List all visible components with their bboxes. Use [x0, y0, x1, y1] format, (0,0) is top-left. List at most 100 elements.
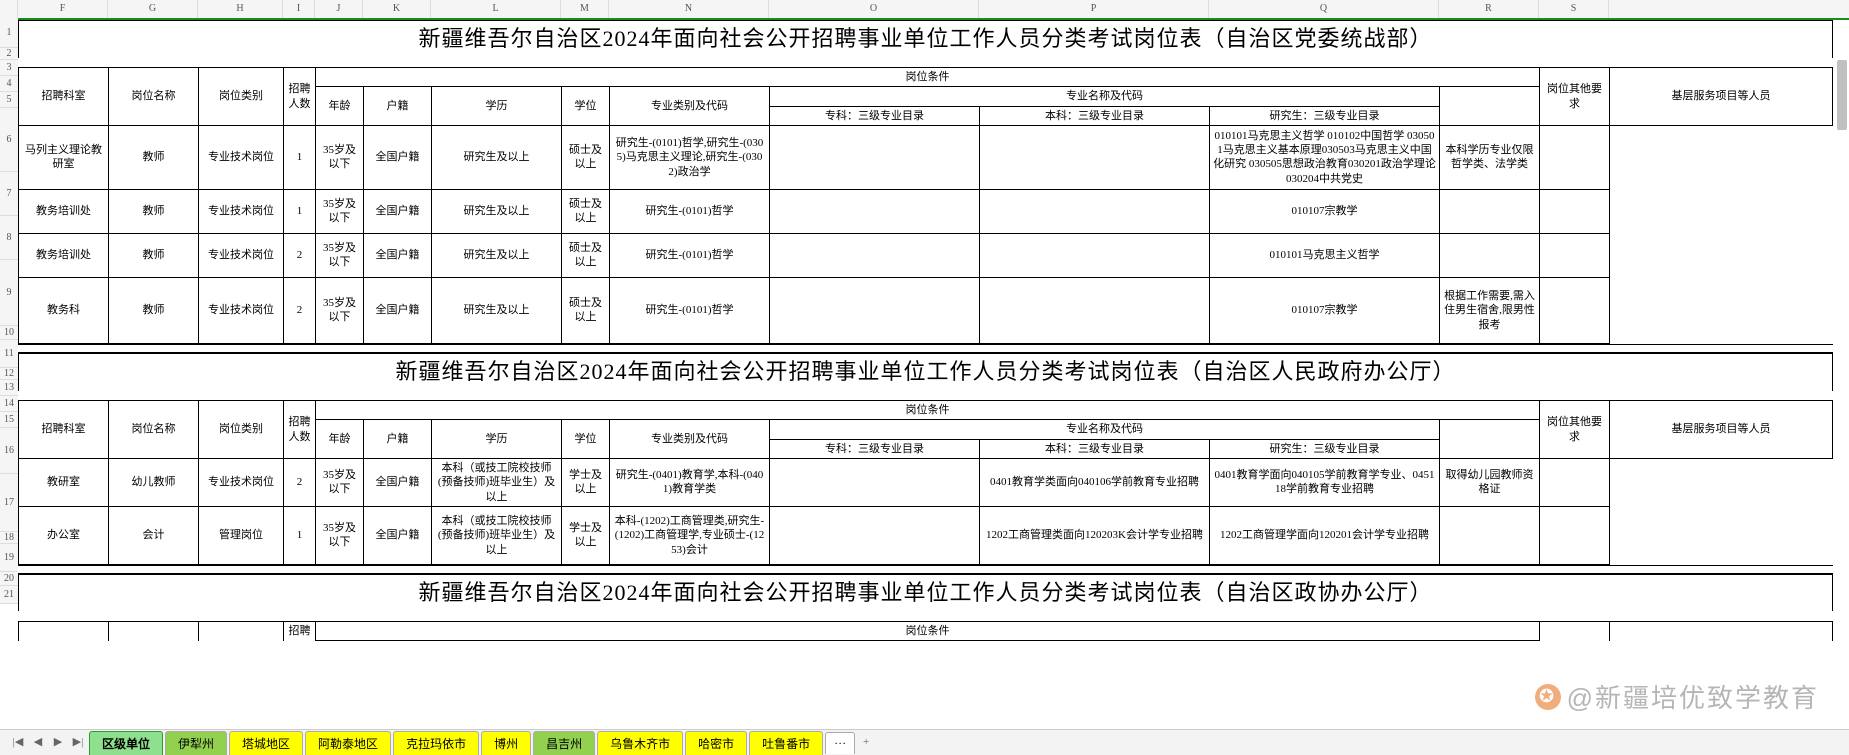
col-header-H[interactable]: H: [198, 0, 283, 18]
row-header-14[interactable]: 14: [0, 396, 18, 412]
col-header-Q[interactable]: Q: [1209, 0, 1439, 18]
cell-major[interactable]: 研究生-(0401)教育学,本科-(0401)教育学类: [610, 458, 770, 506]
col-header-P[interactable]: P: [979, 0, 1209, 18]
cell-degree[interactable]: 学士及以上: [562, 458, 610, 506]
cell-yjs[interactable]: 010101马克思主义哲学 010102中国哲学 030501马克思主义基本原理…: [1210, 125, 1440, 189]
cell-zk[interactable]: [770, 506, 980, 564]
cell-dept[interactable]: 教务培训处: [19, 233, 109, 277]
tab-nav-last[interactable]: ▶|: [69, 734, 87, 752]
cell-bk[interactable]: [980, 125, 1210, 189]
cell-hukou[interactable]: 全国户籍: [364, 277, 432, 343]
cell-degree[interactable]: 硕士及以上: [562, 189, 610, 233]
sheet-tab-塔城地区[interactable]: 塔城地区: [229, 731, 303, 755]
cell-base[interactable]: [1540, 506, 1610, 564]
row-header-21[interactable]: 21: [0, 586, 18, 604]
cell-degree[interactable]: 硕士及以上: [562, 277, 610, 343]
cell-hukou[interactable]: 全国户籍: [364, 189, 432, 233]
cell-dept[interactable]: 教务科: [19, 277, 109, 343]
row-header-11[interactable]: 11: [0, 340, 18, 368]
cell-other[interactable]: [1440, 506, 1540, 564]
col-header-M[interactable]: M: [561, 0, 609, 18]
cell-name[interactable]: 幼儿教师: [109, 458, 199, 506]
cell-num[interactable]: 1: [284, 506, 316, 564]
cell-type[interactable]: 专业技术岗位: [199, 458, 284, 506]
vertical-scrollbar-thumb[interactable]: [1837, 60, 1847, 130]
cell-major[interactable]: 研究生-(0101)哲学,研究生-(0305)马克思主义理论,研究生-(0302…: [610, 125, 770, 189]
cell-name[interactable]: 会计: [109, 506, 199, 564]
col-header-N[interactable]: N: [609, 0, 769, 18]
cell-edu[interactable]: 本科（或技工院校技师(预备技师)班毕业生）及以上: [432, 458, 562, 506]
cell-other[interactable]: [1440, 233, 1540, 277]
col-header-F[interactable]: F: [18, 0, 108, 18]
cell-type[interactable]: 专业技术岗位: [199, 125, 284, 189]
cell-dept[interactable]: 教研室: [19, 458, 109, 506]
cell-name[interactable]: 教师: [109, 189, 199, 233]
sheet-tab-伊犁州[interactable]: 伊犁州: [165, 731, 227, 755]
sheet-tab-昌吉州[interactable]: 昌吉州: [533, 731, 595, 755]
cell-base[interactable]: [1540, 277, 1610, 343]
cell-type[interactable]: 专业技术岗位: [199, 189, 284, 233]
sheet-tab-哈密市[interactable]: 哈密市: [685, 731, 747, 755]
row-header-13[interactable]: 13: [0, 380, 18, 396]
cell-zk[interactable]: [770, 458, 980, 506]
cell-dept[interactable]: 马列主义理论教研室: [19, 125, 109, 189]
tab-nav-next[interactable]: ▶: [49, 734, 67, 752]
cell-age[interactable]: 35岁及以下: [316, 189, 364, 233]
tab-nav-prev[interactable]: ◀: [29, 734, 47, 752]
cell-yjs[interactable]: 0401教育学面向040105学前教育学专业、045118学前教育专业招聘: [1210, 458, 1440, 506]
cell-age[interactable]: 35岁及以下: [316, 458, 364, 506]
cell-yjs[interactable]: 1202工商管理学面向120201会计学专业招聘: [1210, 506, 1440, 564]
cell-zk[interactable]: [770, 233, 980, 277]
cell-name[interactable]: 教师: [109, 233, 199, 277]
cell-edu[interactable]: 本科（或技工院校技师(预备技师)班毕业生）及以上: [432, 506, 562, 564]
row-header-2[interactable]: 2: [0, 48, 18, 60]
row-header-12[interactable]: 12: [0, 368, 18, 380]
sheet-tab-吐鲁番市[interactable]: 吐鲁番市: [749, 731, 823, 755]
cell-edu[interactable]: 研究生及以上: [432, 277, 562, 343]
cell-yjs[interactable]: 010101马克思主义哲学: [1210, 233, 1440, 277]
tab-add[interactable]: +: [857, 734, 875, 752]
row-header-16[interactable]: 16: [0, 428, 18, 474]
cell-type[interactable]: 专业技术岗位: [199, 233, 284, 277]
cell-yjs[interactable]: 010107宗教学: [1210, 277, 1440, 343]
sheet-tab-阿勒泰地区[interactable]: 阿勒泰地区: [305, 731, 391, 755]
cell-zk[interactable]: [770, 277, 980, 343]
cell-bk[interactable]: 0401教育学类面向040106学前教育专业招聘: [980, 458, 1210, 506]
cell-edu[interactable]: 研究生及以上: [432, 125, 562, 189]
sheet-tab-乌鲁木齐市[interactable]: 乌鲁木齐市: [597, 731, 683, 755]
cell-hukou[interactable]: 全国户籍: [364, 233, 432, 277]
cell-yjs[interactable]: 010107宗教学: [1210, 189, 1440, 233]
cell-base[interactable]: [1540, 125, 1610, 189]
row-header-19[interactable]: 19: [0, 544, 18, 572]
row-header-4[interactable]: 4: [0, 76, 18, 92]
col-header-gutter[interactable]: [0, 0, 18, 18]
cell-dept[interactable]: 办公室: [19, 506, 109, 564]
cell-bk[interactable]: 1202工商管理类面向120203K会计学专业招聘: [980, 506, 1210, 564]
col-header-I[interactable]: I: [283, 0, 315, 18]
cell-major[interactable]: 研究生-(0101)哲学: [610, 277, 770, 343]
cell-name[interactable]: 教师: [109, 125, 199, 189]
cell-base[interactable]: [1540, 233, 1610, 277]
col-header-R[interactable]: R: [1439, 0, 1539, 18]
cell-age[interactable]: 35岁及以下: [316, 233, 364, 277]
sheet-tab-区级单位[interactable]: 区级单位: [89, 731, 163, 755]
row-header-3[interactable]: 3: [0, 60, 18, 76]
cell-age[interactable]: 35岁及以下: [316, 277, 364, 343]
cell-base[interactable]: [1540, 458, 1610, 506]
row-header-10[interactable]: 10: [0, 326, 18, 340]
cell-type[interactable]: 专业技术岗位: [199, 277, 284, 343]
cell-other[interactable]: 根据工作需要,需入住男生宿舍,限男性报考: [1440, 277, 1540, 343]
row-header-8[interactable]: 8: [0, 216, 18, 260]
cell-degree[interactable]: 硕士及以上: [562, 125, 610, 189]
cell-hukou[interactable]: 全国户籍: [364, 125, 432, 189]
cell-num[interactable]: 2: [284, 277, 316, 343]
sheet-tab-博州[interactable]: 博州: [481, 731, 531, 755]
cell-bk[interactable]: [980, 277, 1210, 343]
cell-major[interactable]: 研究生-(0101)哲学: [610, 233, 770, 277]
cell-degree[interactable]: 学士及以上: [562, 506, 610, 564]
col-header-O[interactable]: O: [769, 0, 979, 18]
row-header-7[interactable]: 7: [0, 172, 18, 216]
sheet-tab-克拉玛依市[interactable]: 克拉玛依市: [393, 731, 479, 755]
cell-num[interactable]: 2: [284, 458, 316, 506]
col-header-K[interactable]: K: [363, 0, 431, 18]
